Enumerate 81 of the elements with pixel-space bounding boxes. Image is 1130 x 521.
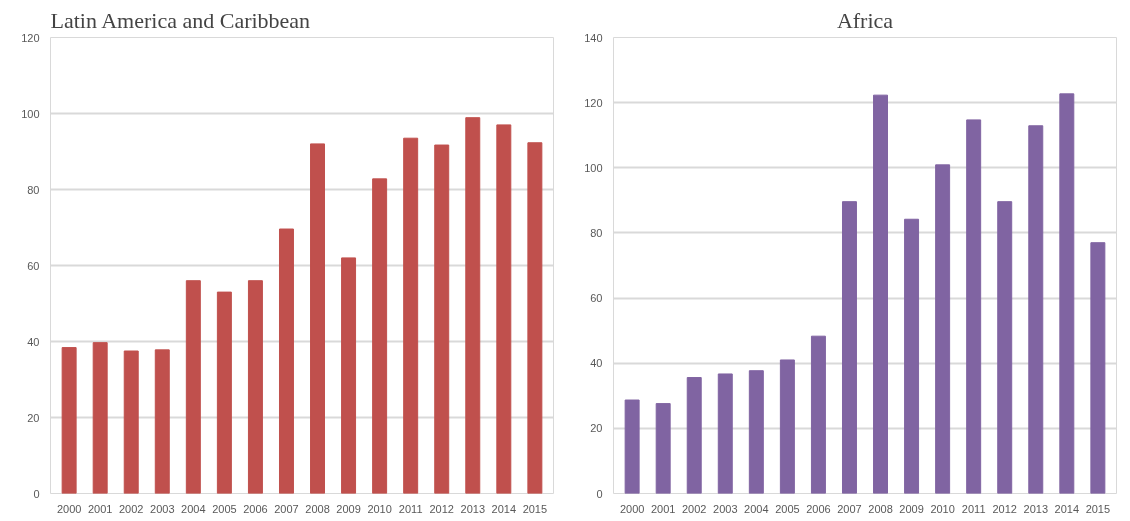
bar [185, 280, 201, 494]
y-tick-label: 20 [590, 422, 603, 435]
x-tick-label: 2014 [1054, 502, 1080, 515]
bar [655, 403, 671, 494]
bar [496, 124, 512, 494]
bar [1090, 242, 1106, 494]
bar [904, 218, 920, 494]
bar [216, 291, 232, 494]
x-tick-label: 2005 [775, 502, 800, 515]
x-tick-label: 2001 [650, 502, 676, 515]
y-tick-label: 100 [21, 107, 40, 120]
y-tick-label: 60 [27, 259, 40, 272]
y-tick-label: 40 [27, 335, 40, 348]
bar [810, 335, 826, 494]
x-tick-label: 2005 [212, 502, 237, 515]
bar [61, 347, 77, 494]
x-tick-label: 2015 [522, 502, 548, 515]
bar [966, 119, 982, 494]
y-tick-label: 40 [590, 357, 603, 370]
bar [92, 342, 108, 494]
bar [403, 137, 419, 494]
chart-title: Africa [836, 7, 894, 33]
bar [1059, 93, 1075, 494]
x-tick-label: 2012 [992, 502, 1017, 515]
x-tick-label: 2011 [398, 502, 423, 515]
x-tick-label: 2011 [961, 502, 986, 515]
bar [935, 164, 951, 494]
bar [841, 201, 857, 494]
y-tick-label: 0 [596, 487, 603, 500]
bar [779, 359, 795, 494]
bar [123, 350, 139, 494]
bar [278, 228, 294, 494]
x-tick-label: 2009 [899, 502, 924, 515]
x-tick-label: 2000 [56, 502, 82, 515]
x-tick-label: 2014 [491, 502, 517, 515]
y-tick-label: 120 [21, 31, 40, 44]
bar [434, 144, 450, 494]
x-tick-label: 2008 [305, 502, 330, 515]
x-tick-label: 2003 [150, 502, 175, 515]
x-tick-label: 2006 [806, 502, 831, 515]
x-tick-label: 2006 [243, 502, 268, 515]
bar [341, 257, 357, 494]
bar [247, 280, 263, 494]
bar [717, 373, 733, 494]
bar [686, 377, 702, 494]
x-tick-label: 2001 [87, 502, 113, 515]
bar [748, 370, 764, 494]
x-tick-label: 2002 [681, 502, 707, 515]
bar [624, 399, 640, 494]
y-tick-label: 60 [590, 292, 603, 305]
y-tick-label: 0 [33, 487, 40, 500]
x-tick-label: 2007 [837, 502, 862, 515]
x-tick-label: 2010 [367, 502, 392, 515]
x-tick-label: 2012 [429, 502, 454, 515]
chart-title: Latin America and Caribbean [50, 7, 311, 33]
bar [873, 94, 889, 494]
x-tick-label: 2013 [1023, 502, 1049, 515]
y-tick-label: 120 [584, 96, 603, 109]
y-tick-label: 140 [584, 31, 603, 44]
bar [310, 143, 326, 494]
bar [465, 117, 481, 494]
x-tick-label: 2015 [1085, 502, 1111, 515]
x-tick-label: 2004 [744, 502, 769, 515]
bar [1028, 125, 1044, 494]
x-tick-label: 2004 [181, 502, 206, 515]
x-tick-label: 2008 [868, 502, 893, 515]
bar [527, 142, 543, 494]
y-tick-label: 80 [590, 226, 603, 239]
bar [997, 201, 1013, 494]
y-tick-label: 20 [27, 411, 40, 424]
bar [372, 178, 388, 494]
x-tick-label: 2002 [118, 502, 144, 515]
bar [154, 349, 170, 494]
x-tick-label: 2000 [619, 502, 645, 515]
x-tick-label: 2010 [930, 502, 955, 515]
x-tick-label: 2007 [274, 502, 299, 515]
y-tick-label: 80 [27, 183, 40, 196]
x-tick-label: 2013 [460, 502, 486, 515]
x-tick-label: 2003 [713, 502, 738, 515]
y-tick-label: 100 [584, 161, 603, 174]
x-tick-label: 2009 [336, 502, 361, 515]
